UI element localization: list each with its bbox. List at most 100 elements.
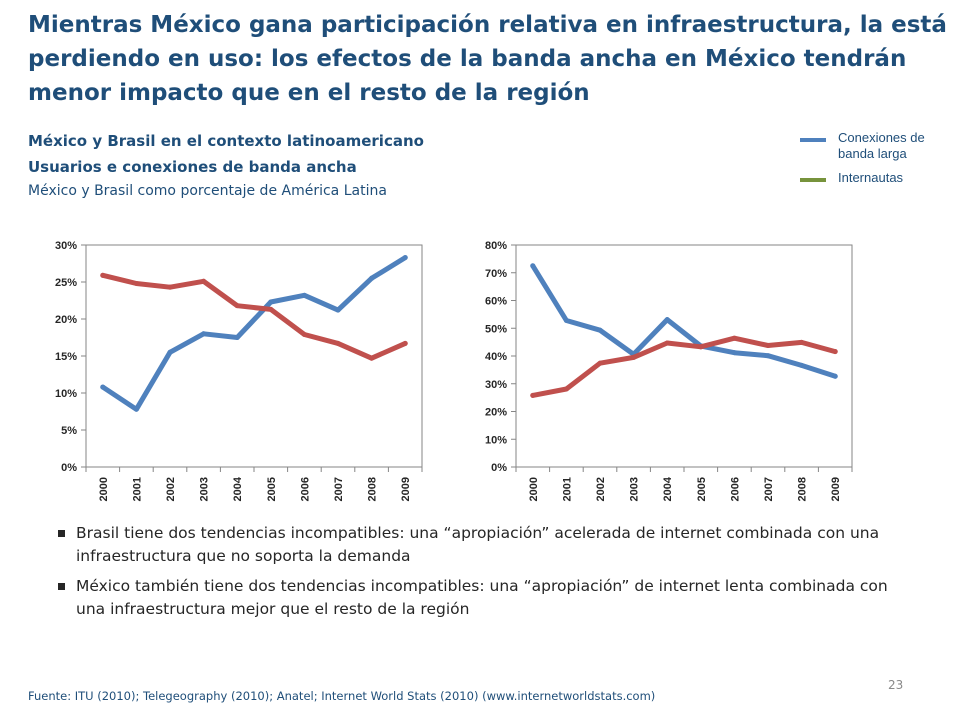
data-point: [664, 340, 670, 346]
data-point: [335, 340, 341, 346]
data-point: [799, 362, 805, 368]
data-point: [234, 335, 240, 340]
y-tick-label: 70%: [485, 268, 507, 280]
data-point: [133, 280, 139, 286]
data-point: [268, 306, 274, 312]
data-point: [100, 272, 106, 278]
data-point: [335, 307, 341, 313]
data-point: [698, 344, 704, 350]
y-tick-label: 50%: [485, 323, 507, 335]
bullet-mexico: México también tiene dos tendencias inco…: [58, 575, 918, 621]
y-tick-label: 20%: [485, 407, 507, 419]
data-point: [664, 317, 670, 323]
brasil-line-chart: 0% 5% 10% 15% 20% 25% 30% 2000 2001 2002 2003 2004 2…: [55, 240, 423, 501]
y-tick-label: 40%: [485, 351, 507, 363]
bullet-text-brasil: Brasil tiene dos tendencias incompatible…: [76, 524, 880, 565]
data-point: [100, 384, 106, 390]
data-point: [631, 354, 637, 360]
chart-legend: Conexiones de banda larga Internautas: [800, 130, 950, 186]
data-point: [402, 255, 408, 261]
data-point: [799, 339, 805, 345]
data-point: [268, 299, 274, 305]
y-tick-label: 15%: [55, 351, 77, 363]
series-line-1: [100, 272, 408, 361]
x-tick-label: 2007: [333, 477, 345, 501]
source-footer: Fuente: ITU (2010); Telegeography (2010)…: [28, 689, 656, 703]
data-point: [133, 406, 139, 412]
x-tick-label: 2008: [797, 477, 809, 501]
data-point: [369, 275, 375, 281]
x-tick-label: 2007: [763, 477, 775, 501]
x-tick-label: 2005: [696, 477, 708, 501]
series-line-0: [100, 255, 408, 412]
data-point: [563, 317, 569, 323]
y-tick-label: 10%: [55, 388, 77, 400]
x-tick-label: 2004: [662, 476, 674, 501]
chart-subtitle-context: México y Brasil en el contexto latinoame…: [28, 132, 424, 150]
legend-label-broadband: Conexiones de banda larga: [838, 130, 925, 161]
y-tick-label: 60%: [485, 296, 507, 308]
data-point: [731, 350, 737, 356]
x-tick-label: 2004: [232, 476, 244, 501]
x-tick-label: 2008: [367, 477, 379, 501]
y-tick-label: 20%: [55, 314, 77, 326]
x-tick-label: 2002: [595, 477, 607, 501]
series-line-0: [530, 263, 838, 379]
chart-subtitle-percent: México y Brasil como porcentaje de Améri…: [28, 183, 387, 199]
bullet-brasil: Brasil tiene dos tendencias incompatible…: [58, 522, 918, 568]
data-point: [597, 327, 603, 333]
x-tick-label: 2005: [266, 477, 278, 501]
y-tick-label: 80%: [485, 240, 507, 252]
x-tick-label: 2009: [830, 477, 842, 501]
legend-swatch-internautas: [800, 178, 826, 182]
bullet-square-icon: [58, 530, 65, 537]
data-point: [301, 332, 307, 338]
legend-swatch-broadband: [800, 138, 826, 142]
x-tick-label: 2006: [729, 477, 741, 501]
x-tick-label: 2003: [629, 477, 641, 501]
page-number: 23: [888, 678, 904, 692]
data-point: [731, 335, 737, 341]
data-point: [402, 340, 408, 346]
y-tick-label: 25%: [55, 277, 77, 289]
data-point: [167, 349, 173, 355]
bullet-text-mexico: México también tiene dos tendencias inco…: [76, 577, 888, 618]
legend-item-internautas: Internautas: [800, 170, 950, 186]
data-point: [530, 392, 536, 398]
y-tick-label: 0%: [61, 462, 77, 474]
bullet-list: Brasil tiene dos tendencias incompatible…: [58, 522, 918, 628]
data-point: [530, 263, 536, 269]
x-tick-label: 2002: [165, 477, 177, 501]
plot-area: [515, 244, 853, 468]
legend-item-broadband: Conexiones de banda larga: [800, 130, 950, 162]
x-tick-label: 2009: [400, 477, 412, 501]
x-tick-label: 2001: [561, 477, 573, 501]
data-point: [167, 284, 173, 290]
legend-label-internautas: Internautas: [838, 170, 904, 185]
data-point: [832, 349, 838, 355]
x-tick-label: 2001: [131, 477, 143, 501]
data-point: [765, 353, 771, 359]
y-tick-label: 5%: [61, 425, 77, 437]
bullet-square-icon: [58, 583, 65, 590]
data-point: [597, 360, 603, 366]
mexico-line-chart: 0% 10% 20% 30% 40% 50% 60% 70% 80% 2000 2001 2002 20…: [485, 240, 853, 501]
x-tick-label: 2003: [199, 477, 211, 501]
data-point: [201, 331, 207, 337]
y-tick-label: 10%: [485, 434, 507, 446]
data-point: [234, 303, 240, 309]
series-line-1: [530, 335, 838, 398]
x-tick-label: 2006: [299, 477, 311, 501]
y-tick-label: 30%: [485, 379, 507, 391]
data-point: [369, 355, 375, 361]
y-tick-label: 30%: [55, 240, 77, 252]
data-point: [765, 342, 771, 348]
y-tick-label: 0%: [491, 462, 507, 474]
x-tick-label: 2000: [98, 477, 110, 501]
data-point: [301, 292, 307, 298]
x-tick-label: 2000: [528, 477, 540, 501]
data-point: [832, 373, 838, 379]
chart-subtitle-users: Usuarios e conexiones de banda ancha: [28, 158, 357, 176]
slide-title: Mientras México gana participación relat…: [28, 12, 947, 106]
data-point: [563, 386, 569, 392]
